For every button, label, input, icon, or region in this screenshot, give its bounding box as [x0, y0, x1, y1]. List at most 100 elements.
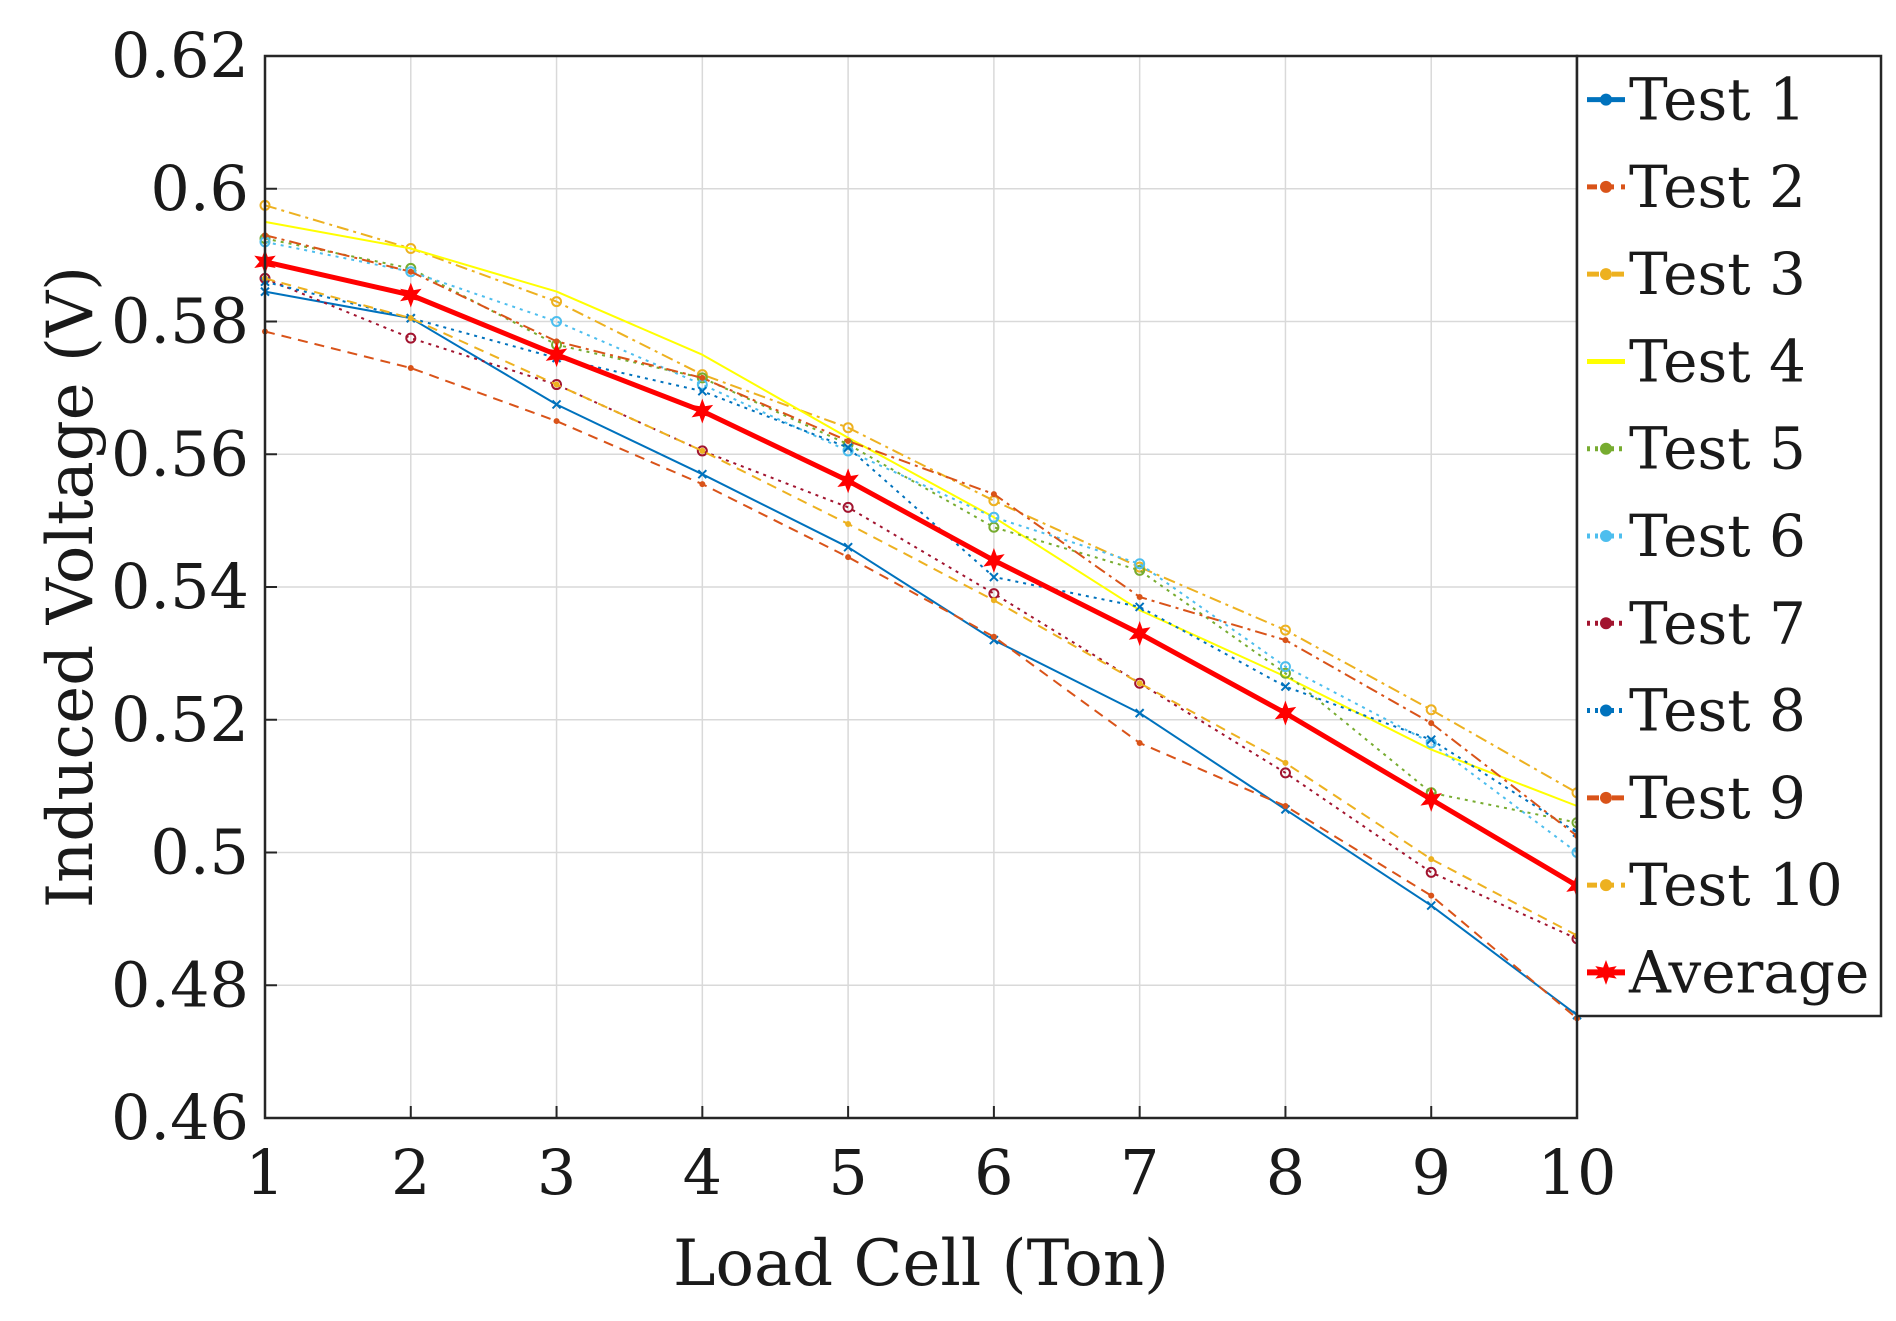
legend-marker-test-2: [1600, 180, 1612, 193]
data-point-test-9: [407, 268, 414, 275]
data-point-test-2: [699, 481, 706, 488]
legend-label-test-3: Test 3: [1629, 240, 1806, 308]
x-axis-label: Load Cell (Ton): [673, 1227, 1169, 1301]
data-point-test-5: [1134, 564, 1146, 576]
data-point-test-8: [843, 442, 853, 453]
legend-label-test-6: Test 6: [1629, 502, 1806, 570]
data-point-test-1: [551, 399, 562, 410]
y-tick-label: 0.54: [111, 550, 249, 623]
data-point-test-8: [1134, 602, 1145, 612]
series-line-test-10: [264, 277, 1578, 937]
data-point-test-3: [1134, 561, 1146, 573]
data-point-test-6: [1134, 558, 1146, 570]
data-point-test-7: [1279, 767, 1291, 779]
y-tick-label: 0.48: [111, 948, 249, 1021]
data-point-average: [545, 342, 568, 368]
data-point-test-9: [1136, 593, 1143, 600]
y-tick-label: 0.5: [150, 816, 249, 889]
data-point-test-10: [1136, 680, 1143, 687]
x-tick-label: 8: [1266, 1136, 1305, 1209]
y-tick-label: 0.52: [111, 683, 249, 756]
data-point-test-7: [405, 332, 417, 344]
legend-label-test-5: Test 5: [1629, 415, 1806, 483]
x-tick-label: 5: [828, 1136, 867, 1209]
data-point-test-5: [696, 372, 708, 384]
data-point-test-2: [990, 633, 997, 640]
data-point-average: [1420, 786, 1442, 812]
x-tick-label: 3: [537, 1136, 576, 1209]
data-point-average: [1274, 700, 1297, 726]
data-point-test-10: [1428, 856, 1435, 863]
legend-marker-test-10: [1600, 879, 1612, 892]
legend-box: [1575, 54, 1883, 1018]
axis-ticks: 1 2 3 4 5 6 7 8 9 10 0.46 0.48 0.5 0.52 0.54 0.56 0.58 0.…: [111, 19, 1617, 1209]
data-point-test-1: [1426, 900, 1436, 911]
data-point-average: [400, 282, 422, 308]
data-point-average: [1128, 621, 1151, 646]
data-point-test-2: [1136, 739, 1143, 746]
legend-label-test-10: Test 10: [1629, 851, 1843, 919]
series-line-test-2: [264, 330, 1578, 1020]
data-point-test-10: [990, 597, 997, 604]
data-point-test-8: [989, 572, 999, 582]
data-point-test-7: [842, 501, 854, 513]
data-point-test-8: [1280, 681, 1291, 692]
data-point-test-6: [551, 316, 563, 327]
data-point-test-9: [990, 491, 997, 498]
series-line-test-9: [264, 234, 1578, 837]
data-point-test-7: [1425, 866, 1437, 878]
data-point-test-9: [553, 338, 560, 345]
y-tick-label: 0.62: [111, 19, 249, 92]
series-line-average: [264, 259, 1579, 888]
y-tick-label: 0.46: [111, 1081, 249, 1154]
series-test-10: [262, 275, 1580, 939]
series-average: [254, 249, 1588, 899]
data-point-test-9: [1428, 720, 1435, 727]
series-line-test-7: [264, 277, 1578, 940]
x-tick-label: 10: [1538, 1136, 1617, 1209]
legend-marker-test-3: [1600, 268, 1612, 281]
data-point-test-8: [1426, 734, 1436, 745]
legend-label-test-4: Test 4: [1629, 327, 1806, 395]
legend-label-test-8: Test 8: [1629, 677, 1806, 745]
y-tick-label: 0.6: [150, 152, 249, 225]
data-point-test-2: [407, 364, 414, 371]
series-line-test-3: [264, 204, 1578, 794]
y-tick-label: 0.56: [111, 417, 249, 490]
data-point-test-1: [697, 469, 708, 479]
data-point-test-8: [697, 386, 708, 396]
data-point-test-3: [1425, 704, 1437, 716]
y-axis-label: Induced Voltage (V): [34, 266, 108, 908]
x-tick-label: 9: [1411, 1136, 1450, 1209]
data-point-test-2: [845, 554, 852, 561]
data-point-test-7: [551, 379, 563, 391]
data-point-test-10: [699, 447, 706, 454]
data-point-test-6: [988, 511, 1000, 523]
x-tick-label: 7: [1120, 1136, 1159, 1209]
x-tick-label: 4: [683, 1136, 722, 1209]
data-point-test-10: [553, 381, 560, 388]
x-tick-label: 2: [391, 1136, 430, 1209]
legend-label-test-7: Test 7: [1629, 589, 1806, 657]
data-point-test-1: [843, 542, 853, 552]
data-point-test-2: [553, 418, 560, 425]
data-point-test-2: [1428, 892, 1435, 899]
y-tick-label: 0.58: [111, 285, 249, 358]
data-point-test-10: [1282, 759, 1289, 766]
legend-label-test-1: Test 1: [1629, 66, 1806, 134]
series-line-test-5: [264, 237, 1578, 824]
data-point-test-9: [845, 437, 852, 444]
legend-label-test-2: Test 2: [1629, 153, 1806, 221]
series-line-test-8: [264, 280, 1578, 834]
legend-marker-average: [1595, 959, 1617, 985]
legend-marker-test-1: [1600, 93, 1612, 106]
data-point-average: [983, 547, 1005, 573]
data-point-test-10: [407, 315, 414, 322]
x-tick-label: 6: [974, 1136, 1013, 1209]
data-point-test-2: [1282, 803, 1289, 810]
data-point-test-1: [1134, 708, 1145, 718]
data-point-test-9: [699, 374, 706, 381]
data-point-test-3: [551, 296, 563, 308]
legend-marker-test-7: [1600, 617, 1612, 630]
